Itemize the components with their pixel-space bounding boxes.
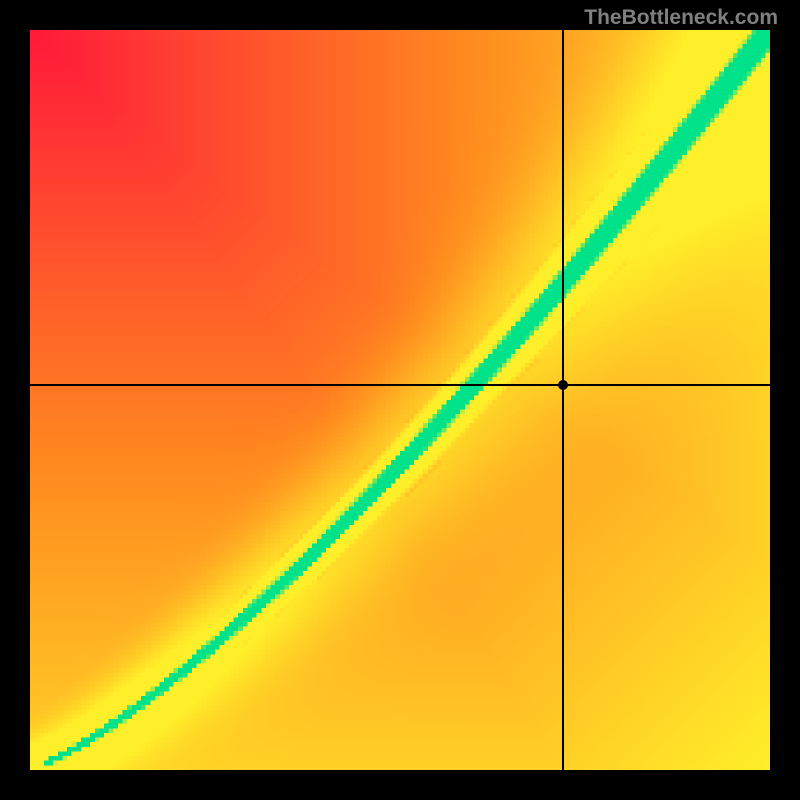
- bottleneck-heatmap: [30, 30, 770, 770]
- crosshair-marker-dot: [558, 380, 568, 390]
- crosshair-horizontal: [30, 384, 770, 386]
- chart-container: { "watermark": { "text": "TheBottleneck.…: [0, 0, 800, 800]
- crosshair-vertical: [562, 30, 564, 770]
- watermark-text: TheBottleneck.com: [584, 6, 778, 30]
